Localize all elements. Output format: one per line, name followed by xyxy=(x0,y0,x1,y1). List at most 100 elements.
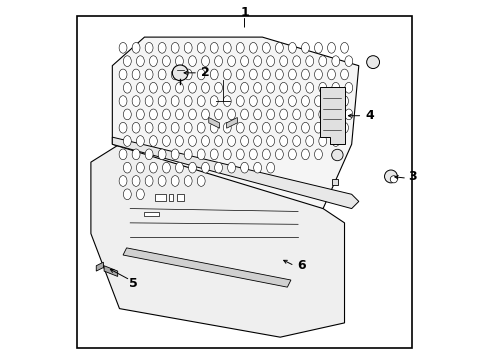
Ellipse shape xyxy=(305,56,313,67)
Ellipse shape xyxy=(253,109,261,120)
Ellipse shape xyxy=(223,122,231,133)
Ellipse shape xyxy=(301,69,309,80)
Ellipse shape xyxy=(327,42,335,53)
Bar xyxy=(331,179,338,185)
Ellipse shape xyxy=(136,136,144,147)
Ellipse shape xyxy=(223,149,231,160)
Ellipse shape xyxy=(132,176,140,186)
Ellipse shape xyxy=(158,69,166,80)
Ellipse shape xyxy=(171,42,179,53)
Ellipse shape xyxy=(236,122,244,133)
Ellipse shape xyxy=(227,109,235,120)
Ellipse shape xyxy=(240,162,248,173)
Ellipse shape xyxy=(162,109,170,120)
Ellipse shape xyxy=(266,82,274,93)
Ellipse shape xyxy=(279,109,287,120)
Ellipse shape xyxy=(344,82,352,93)
Polygon shape xyxy=(123,248,290,287)
Ellipse shape xyxy=(275,122,283,133)
Ellipse shape xyxy=(288,69,296,80)
Circle shape xyxy=(172,65,188,81)
Ellipse shape xyxy=(188,56,196,67)
Ellipse shape xyxy=(240,56,248,67)
Ellipse shape xyxy=(227,136,235,147)
Text: 5: 5 xyxy=(129,277,138,290)
Ellipse shape xyxy=(132,122,140,133)
Ellipse shape xyxy=(210,122,218,133)
Ellipse shape xyxy=(288,42,296,53)
Ellipse shape xyxy=(223,42,231,53)
Polygon shape xyxy=(96,262,103,271)
Ellipse shape xyxy=(197,149,205,160)
Polygon shape xyxy=(112,37,358,208)
Ellipse shape xyxy=(227,56,235,67)
Ellipse shape xyxy=(236,42,244,53)
Ellipse shape xyxy=(149,162,157,173)
Ellipse shape xyxy=(223,69,231,80)
Text: 4: 4 xyxy=(365,109,373,122)
Ellipse shape xyxy=(214,56,222,67)
Ellipse shape xyxy=(214,109,222,120)
Ellipse shape xyxy=(171,176,179,186)
Ellipse shape xyxy=(292,56,300,67)
Ellipse shape xyxy=(210,42,218,53)
Ellipse shape xyxy=(253,82,261,93)
Ellipse shape xyxy=(288,149,296,160)
Ellipse shape xyxy=(279,82,287,93)
Circle shape xyxy=(366,56,379,68)
Ellipse shape xyxy=(158,149,166,160)
Ellipse shape xyxy=(214,136,222,147)
Ellipse shape xyxy=(123,189,131,200)
Ellipse shape xyxy=(210,149,218,160)
Ellipse shape xyxy=(262,42,270,53)
Ellipse shape xyxy=(266,136,274,147)
Ellipse shape xyxy=(149,109,157,120)
Ellipse shape xyxy=(240,109,248,120)
Ellipse shape xyxy=(266,162,274,173)
Ellipse shape xyxy=(249,42,257,53)
Ellipse shape xyxy=(223,96,231,107)
Ellipse shape xyxy=(175,56,183,67)
Ellipse shape xyxy=(175,162,183,173)
Ellipse shape xyxy=(288,96,296,107)
Ellipse shape xyxy=(132,69,140,80)
Ellipse shape xyxy=(331,109,339,120)
Ellipse shape xyxy=(188,162,196,173)
Ellipse shape xyxy=(279,136,287,147)
Ellipse shape xyxy=(197,176,205,186)
Ellipse shape xyxy=(314,96,322,107)
Ellipse shape xyxy=(132,149,140,160)
Ellipse shape xyxy=(266,109,274,120)
Ellipse shape xyxy=(162,56,170,67)
Bar xyxy=(155,194,165,202)
Ellipse shape xyxy=(119,42,127,53)
Ellipse shape xyxy=(201,56,209,67)
Ellipse shape xyxy=(201,162,209,173)
Ellipse shape xyxy=(214,82,222,93)
Ellipse shape xyxy=(145,176,153,186)
Ellipse shape xyxy=(158,42,166,53)
Polygon shape xyxy=(91,144,344,337)
Ellipse shape xyxy=(171,149,179,160)
Ellipse shape xyxy=(301,149,309,160)
Ellipse shape xyxy=(188,136,196,147)
Ellipse shape xyxy=(136,109,144,120)
Ellipse shape xyxy=(253,56,261,67)
Ellipse shape xyxy=(188,82,196,93)
Ellipse shape xyxy=(136,82,144,93)
Ellipse shape xyxy=(184,176,192,186)
Ellipse shape xyxy=(314,122,322,133)
Ellipse shape xyxy=(197,122,205,133)
Ellipse shape xyxy=(227,82,235,93)
Ellipse shape xyxy=(210,69,218,80)
Ellipse shape xyxy=(236,149,244,160)
Ellipse shape xyxy=(175,82,183,93)
Ellipse shape xyxy=(275,149,283,160)
Ellipse shape xyxy=(340,42,348,53)
Ellipse shape xyxy=(253,162,261,173)
Ellipse shape xyxy=(331,136,339,147)
Ellipse shape xyxy=(136,162,144,173)
Ellipse shape xyxy=(340,122,348,133)
Ellipse shape xyxy=(119,69,127,80)
Ellipse shape xyxy=(184,149,192,160)
